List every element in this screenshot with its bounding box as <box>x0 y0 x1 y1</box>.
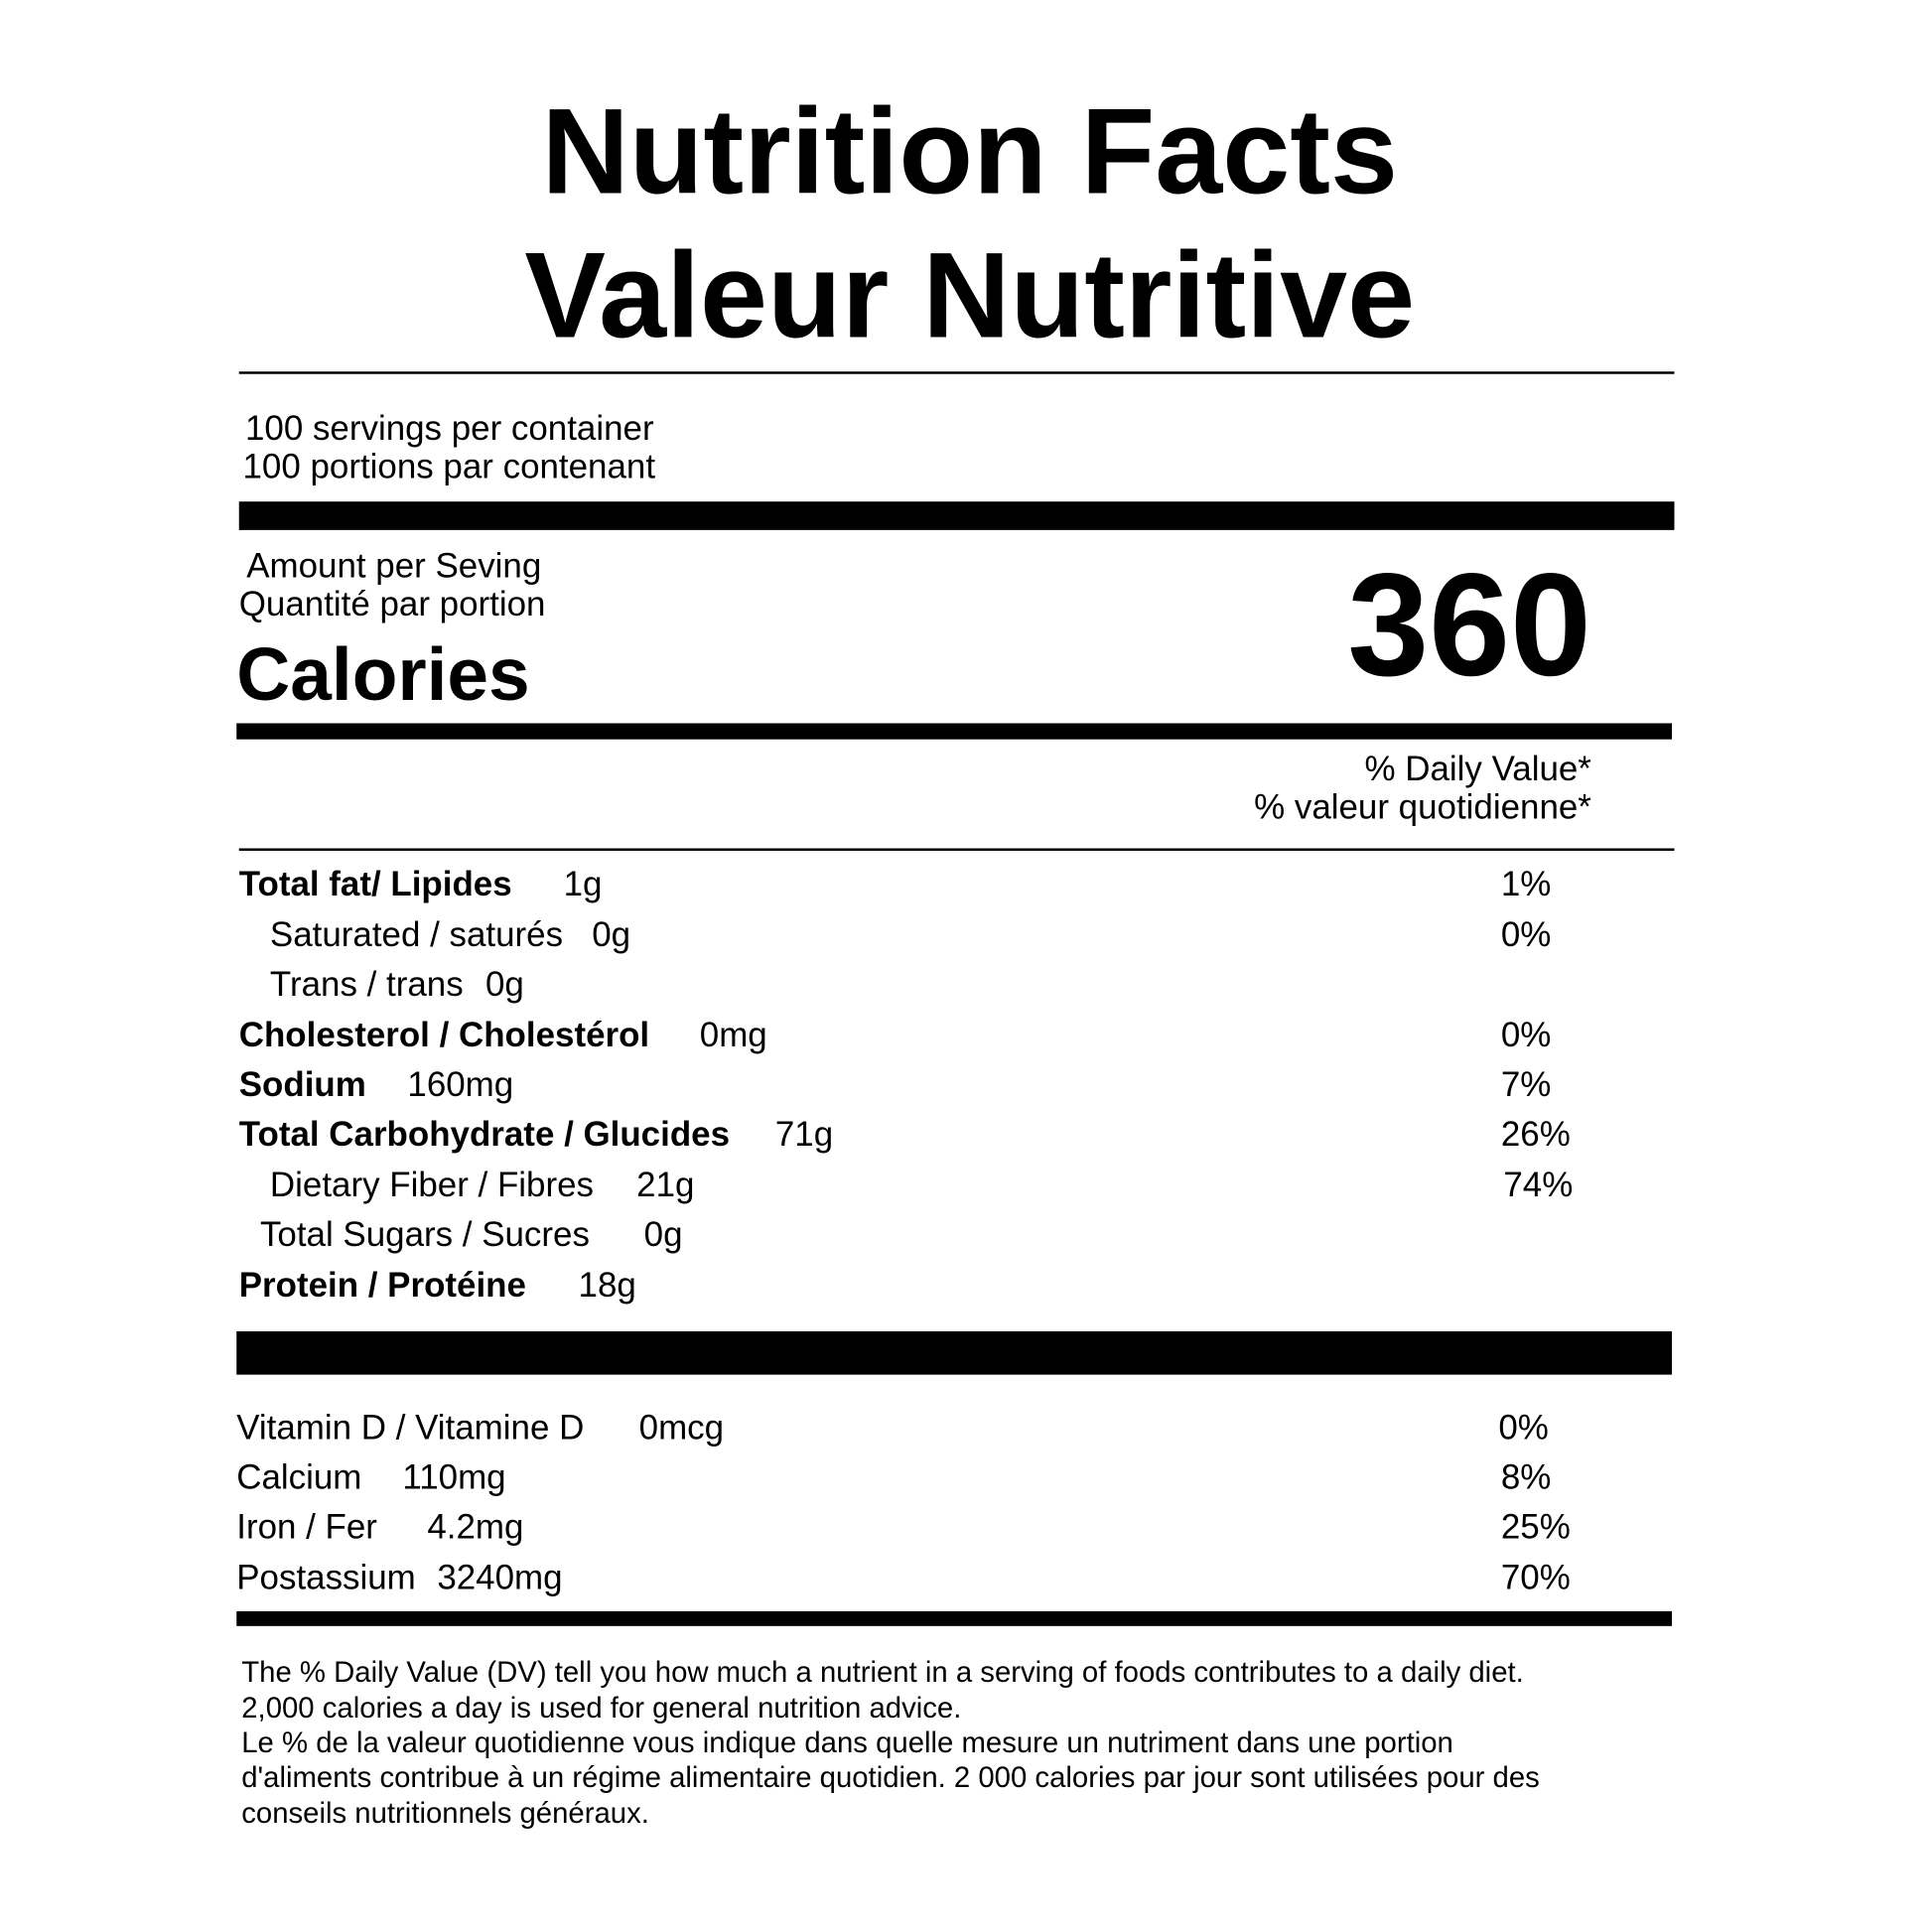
servings: 100 portions par contenant <box>242 447 656 485</box>
footnote: conseils nutritionnels généraux. <box>241 1796 649 1830</box>
nutrient-name: Sodium <box>238 1064 366 1104</box>
nutrient-amount: 0mg <box>699 1015 767 1054</box>
vitamin-amount: 0mcg <box>638 1408 725 1447</box>
calories-label: Calories <box>236 632 530 716</box>
nutrient-amount: 160mg <box>407 1064 514 1104</box>
footnote: The % Daily Value (DV) tell you how much… <box>241 1655 1524 1689</box>
nutrient-name: Dietary Fiber / Fibres <box>269 1165 595 1204</box>
nutrient-amount: 71g <box>774 1114 834 1154</box>
nutrient-name: Total fat/ Lipides <box>238 864 512 903</box>
nutrient-name: Trans / trans <box>269 964 464 1004</box>
nutrient-amount: 0g <box>484 964 524 1004</box>
nutrient-amount: 1g <box>563 864 603 903</box>
rule <box>238 848 1675 851</box>
vitamin-amount: 4.2mg <box>427 1507 524 1546</box>
nutrient-dv: 1% <box>1500 864 1552 903</box>
nutrient-name: Cholesterol / Cholestérol <box>238 1015 650 1054</box>
title: Nutrition Facts <box>541 82 1398 219</box>
nutrient-name: Protein / Protéine <box>238 1265 526 1305</box>
nutrient-dv: 0% <box>1500 1015 1552 1054</box>
footnote: Le % de la valeur quotidienne vous indiq… <box>241 1725 1453 1759</box>
dv-header: % valeur quotidienne* <box>1254 787 1591 827</box>
rule <box>238 501 1675 530</box>
vitamin-name: Postassium <box>236 1558 416 1596</box>
nutrient-amount: 21g <box>636 1165 695 1204</box>
nutrient-name: Saturated / saturés <box>269 914 564 954</box>
calories-value: 360 <box>1347 543 1591 708</box>
nutrient-amount: 0g <box>592 914 631 954</box>
vitamin-amount: 3240mg <box>437 1558 563 1596</box>
nutrient-dv: 74% <box>1503 1165 1574 1204</box>
vitamin-dv: 25% <box>1500 1507 1571 1546</box>
nutrient-amount: 0g <box>643 1214 683 1254</box>
nutrient-name: Total Carbohydrate / Glucides <box>238 1114 731 1154</box>
vitamin-amount: 110mg <box>402 1457 506 1496</box>
nutrient-dv: 7% <box>1500 1064 1552 1104</box>
vitamin-dv: 8% <box>1500 1457 1552 1496</box>
dv-header: % Daily Value* <box>1364 749 1591 788</box>
footnote: 2,000 calories a day is used for general… <box>241 1691 962 1725</box>
vitamin-dv: 70% <box>1500 1558 1571 1596</box>
vitamin-name: Calcium <box>236 1457 362 1496</box>
rule <box>236 1330 1672 1375</box>
vitamin-dv: 0% <box>1498 1408 1549 1447</box>
rule <box>238 371 1675 374</box>
vitamin-name: Vitamin D / Vitamine D <box>236 1408 585 1447</box>
nutrient-name: Total Sugars / Sucres <box>259 1214 590 1254</box>
servings: 100 servings per container <box>244 408 654 448</box>
rule <box>236 723 1672 740</box>
nutrient-dv: 26% <box>1500 1114 1571 1154</box>
vitamin-name: Iron / Fer <box>236 1507 377 1546</box>
title: Valeur Nutritive <box>524 226 1416 363</box>
amount-per: Amount per Seving <box>246 546 542 585</box>
footnote: d'aliments contribue à un régime aliment… <box>241 1760 1540 1794</box>
amount-per: Quantité par portion <box>238 584 546 623</box>
nutrient-amount: 18g <box>578 1265 636 1305</box>
rule <box>236 1610 1672 1626</box>
nutrient-dv: 0% <box>1500 914 1552 954</box>
